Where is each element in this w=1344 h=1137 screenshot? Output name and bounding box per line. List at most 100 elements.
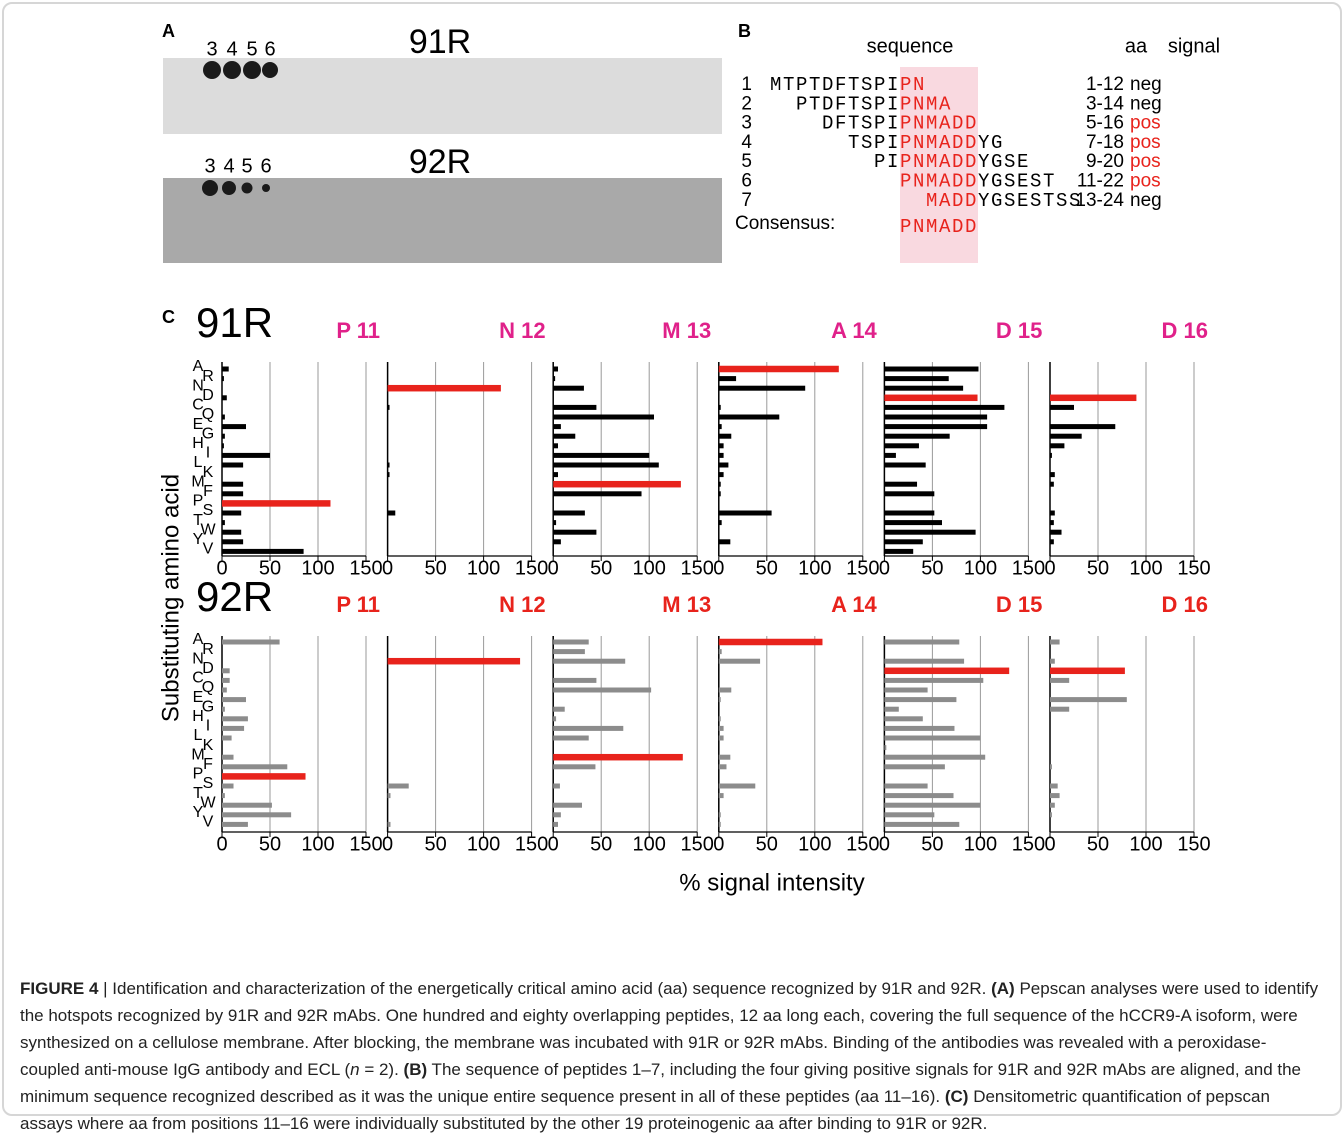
x-tick-label: 0 — [216, 833, 227, 855]
sequence-prefix: PI — [874, 151, 900, 173]
bar — [222, 530, 241, 535]
bar — [222, 491, 243, 496]
bar — [884, 640, 959, 645]
bar — [222, 463, 243, 468]
bar — [884, 520, 942, 525]
bar — [222, 784, 234, 789]
bar — [222, 812, 291, 817]
y-tick-label: R — [202, 368, 214, 385]
y-tick-label: I — [206, 445, 210, 462]
bar — [222, 755, 234, 760]
bar — [222, 668, 230, 673]
bar — [719, 812, 721, 817]
x-tick-label: 100 — [798, 833, 831, 855]
bar — [222, 549, 304, 554]
bar — [222, 395, 227, 400]
x-tick-label: 50 — [424, 557, 446, 579]
bar — [719, 793, 724, 798]
y-tick-label: S — [203, 502, 214, 519]
x-tick-label: 150 — [1177, 833, 1210, 855]
blot-name: 92R — [409, 143, 471, 181]
x-tick-label: 50 — [259, 833, 281, 855]
bar — [719, 434, 731, 439]
bar — [553, 539, 561, 544]
bar — [719, 376, 736, 381]
bar — [719, 639, 823, 646]
bar — [884, 395, 977, 402]
blot-name: 91R — [409, 23, 471, 61]
chart-title: M 13 — [662, 592, 711, 617]
caption-text: FIGURE 4 — [20, 979, 98, 998]
bar — [553, 434, 575, 439]
bar — [1050, 812, 1052, 817]
y-tick-label: V — [203, 541, 214, 558]
peptide-number: 7 — [741, 190, 752, 211]
x-tick-label: 100 — [1129, 833, 1162, 855]
signal: pos — [1130, 113, 1161, 134]
bar — [719, 415, 779, 420]
bar — [553, 472, 558, 477]
bar — [719, 424, 722, 429]
bar — [884, 659, 964, 664]
bar — [553, 754, 683, 761]
x-tick-label: 50 — [1087, 833, 1109, 855]
bar — [1050, 405, 1074, 410]
signal: pos — [1130, 151, 1161, 172]
aa-range: 3-14 — [1086, 93, 1124, 114]
panel-label: A — [162, 21, 175, 41]
bar — [884, 688, 927, 693]
bar — [222, 434, 225, 439]
bar — [719, 511, 772, 516]
y-tick-label: I — [206, 718, 210, 735]
aa-range: 5-16 — [1086, 113, 1124, 134]
x-tick-label: 0 — [1044, 833, 1055, 855]
bar — [719, 472, 724, 477]
bar — [719, 764, 727, 769]
bar — [222, 520, 225, 525]
bar — [719, 697, 721, 702]
aa-range: 11-22 — [1077, 171, 1124, 192]
chart-title: D 15 — [996, 592, 1042, 617]
bar — [222, 453, 270, 458]
x-tick-label: 0 — [713, 833, 724, 855]
bar — [719, 539, 731, 544]
bar — [553, 491, 641, 496]
bar — [388, 511, 396, 516]
sequence-suffix: YGSESTSS — [978, 190, 1082, 212]
x-tick-label: 100 — [964, 833, 997, 855]
y-tick-label: H — [192, 708, 204, 725]
bar — [222, 803, 272, 808]
bar — [1050, 539, 1054, 544]
signal: pos — [1130, 132, 1161, 153]
chart-title: P 11 — [336, 318, 380, 343]
x-tick-label: 50 — [756, 833, 778, 855]
bar — [222, 482, 243, 487]
consensus-label: Consensus: — [735, 213, 835, 234]
bar — [388, 784, 409, 789]
y-tick-label: F — [203, 483, 213, 500]
spot — [262, 62, 278, 78]
bar — [553, 511, 585, 516]
lane-label: 6 — [264, 38, 275, 60]
x-tick-label: 50 — [424, 833, 446, 855]
aa-range: 7-18 — [1086, 132, 1124, 153]
bar — [222, 707, 225, 712]
signal: pos — [1130, 171, 1161, 192]
y-tick-label: R — [202, 641, 214, 658]
bar — [553, 803, 582, 808]
bar — [884, 539, 922, 544]
bar — [719, 716, 721, 721]
signal: neg — [1130, 93, 1162, 114]
bar — [553, 376, 555, 381]
signal: neg — [1130, 74, 1162, 95]
bar — [884, 793, 953, 798]
chart-title: D 16 — [1162, 592, 1208, 617]
bar — [1050, 707, 1069, 712]
bar — [553, 649, 585, 654]
bar — [553, 463, 659, 468]
caption-text: (B) — [404, 1060, 428, 1079]
x-tick-label: 100 — [633, 557, 666, 579]
bar — [884, 491, 934, 496]
x-tick-label: 0 — [548, 833, 559, 855]
x-tick-label: 50 — [921, 833, 943, 855]
